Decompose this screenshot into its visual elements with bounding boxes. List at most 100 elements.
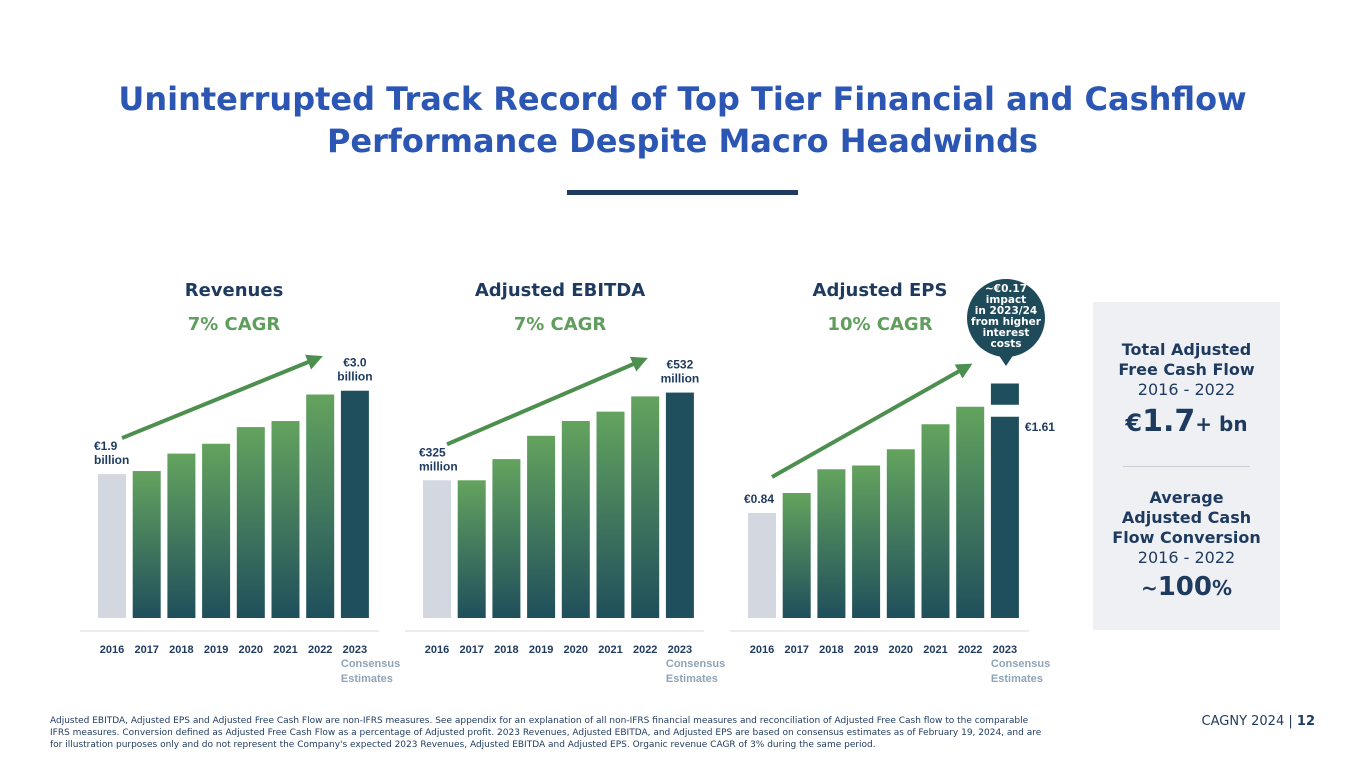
conv-value-block: ~100% bbox=[1093, 572, 1280, 602]
start-label: €325 bbox=[419, 445, 446, 459]
end-label: €3.0 bbox=[343, 356, 367, 370]
conv-prefix: ~ bbox=[1140, 576, 1158, 600]
consensus-label: Consensus bbox=[666, 658, 725, 670]
x-tick-2021: 2021 bbox=[598, 644, 622, 656]
kpi-divider bbox=[1123, 466, 1250, 467]
footnote: Adjusted EBITDA, Adjusted EPS and Adjust… bbox=[50, 715, 1095, 751]
callout-bubble bbox=[967, 279, 1045, 366]
x-tick-2020: 2020 bbox=[239, 644, 263, 656]
bar-2022 bbox=[956, 406, 985, 618]
ebitda-title: Adjusted EBITDA bbox=[474, 280, 646, 301]
bar-2020 bbox=[561, 420, 590, 618]
revenues-cagr: 7% CAGR bbox=[187, 314, 281, 335]
x-tick-2021: 2021 bbox=[273, 644, 297, 656]
bar-2018 bbox=[167, 453, 196, 618]
x-tick-2016: 2016 bbox=[750, 644, 774, 656]
x-tick-2018: 2018 bbox=[819, 644, 843, 656]
footnote-line-3: for illustration purposes only and do no… bbox=[50, 740, 876, 750]
x-tick-2016: 2016 bbox=[100, 644, 124, 656]
revenues-title: Revenues bbox=[184, 280, 284, 301]
bar-2017 bbox=[457, 480, 486, 618]
eps-chart: 2016 2017 2018 2019 2020 2021 2022 2023 €0.84 €1.… bbox=[730, 363, 1055, 685]
bar-2022 bbox=[631, 396, 660, 618]
page-title-line-1: Uninterrupted Track Record of Top Tier F… bbox=[118, 80, 1247, 118]
consensus-label: Estimates bbox=[666, 673, 718, 685]
start-label: million bbox=[419, 459, 458, 473]
fcf-value-block: €1.7+ bn bbox=[1093, 404, 1280, 439]
bar-2019 bbox=[852, 465, 881, 618]
trend-arrow bbox=[121, 354, 323, 440]
bar-2021 bbox=[596, 411, 625, 618]
bar-2019 bbox=[527, 435, 556, 618]
ebitda-heading: Adjusted EBITDA 7% CAGR bbox=[460, 280, 660, 335]
x-tick-2023: 2023 bbox=[668, 644, 692, 656]
callout-line-2: impact bbox=[985, 294, 1027, 306]
page-number: 12 bbox=[1296, 714, 1315, 729]
consensus-label: Estimates bbox=[341, 673, 393, 685]
start-label: €1.9 bbox=[94, 439, 118, 453]
bar-2023 bbox=[340, 390, 369, 618]
x-tick-2018: 2018 bbox=[494, 644, 518, 656]
end-label: €1.61 bbox=[1025, 420, 1055, 434]
bar-2020 bbox=[236, 427, 265, 618]
bar-2023 bbox=[990, 416, 1019, 618]
footnote-line-2: IFRS measures. Conversion defined as Adj… bbox=[50, 728, 1042, 738]
impact-bar-segment bbox=[990, 383, 1019, 405]
x-tick-2019: 2019 bbox=[529, 644, 553, 656]
revenues-heading: Revenues 7% CAGR bbox=[134, 280, 334, 335]
x-tick-2022: 2022 bbox=[958, 644, 982, 656]
x-tick-2016: 2016 bbox=[425, 644, 449, 656]
interest-impact-callout: ~€0.17 impact in 2023/24 from higher int… bbox=[960, 278, 1052, 370]
x-tick-2019: 2019 bbox=[204, 644, 228, 656]
bar-2020 bbox=[886, 449, 915, 618]
bar-2017 bbox=[782, 493, 811, 618]
ebitda-chart: 2016 2017 2018 2019 2020 2021 2022 2023€325mill… bbox=[405, 356, 725, 685]
bar-2016 bbox=[748, 513, 776, 618]
bar-2019 bbox=[202, 443, 231, 618]
callout-line-5: interest bbox=[982, 327, 1030, 339]
conv-period: 2016 - 2022 bbox=[1137, 548, 1236, 567]
fcf-period: 2016 - 2022 bbox=[1137, 380, 1236, 399]
bar-2022 bbox=[306, 394, 335, 618]
bar-2018 bbox=[817, 469, 846, 618]
callout-line-1: ~€0.17 bbox=[984, 283, 1027, 295]
x-tick-2023: 2023 bbox=[993, 644, 1017, 656]
callout-line-6: costs bbox=[990, 338, 1022, 350]
start-label: €0.84 bbox=[744, 492, 774, 506]
x-tick-2021: 2021 bbox=[923, 644, 947, 656]
callout-line-4: from higher bbox=[971, 316, 1041, 328]
page-footer: CAGNY 2024 | 12 bbox=[1202, 714, 1315, 729]
bar-2018 bbox=[492, 459, 521, 618]
consensus-label: Consensus bbox=[341, 658, 400, 670]
footer-separator: | bbox=[1288, 714, 1293, 729]
x-tick-2019: 2019 bbox=[854, 644, 878, 656]
x-tick-2018: 2018 bbox=[169, 644, 193, 656]
eps-title: Adjusted EPS bbox=[812, 280, 948, 301]
trend-arrow bbox=[771, 363, 973, 479]
page-title-line-2: Performance Despite Macro Headwinds bbox=[326, 122, 1039, 160]
callout-text: ~€0.17 impact in 2023/24 from higher int… bbox=[968, 284, 1044, 350]
bar-2021 bbox=[271, 421, 300, 618]
fcf-title-line-1: Total Adjusted bbox=[1121, 340, 1252, 359]
x-tick-2023: 2023 bbox=[343, 644, 367, 656]
conv-suffix: % bbox=[1212, 576, 1233, 600]
bar-2017 bbox=[132, 471, 161, 618]
ebitda-cagr: 7% CAGR bbox=[513, 314, 607, 335]
start-label: billion bbox=[94, 453, 129, 467]
fcf-prefix: € bbox=[1125, 409, 1143, 437]
footer-label: CAGNY 2024 bbox=[1201, 714, 1285, 729]
consensus-label: Estimates bbox=[991, 673, 1043, 685]
conv-title-line-3: Flow Conversion bbox=[1112, 528, 1261, 547]
bar-2016 bbox=[423, 480, 451, 618]
conv-title-line-1: Average bbox=[1149, 488, 1224, 507]
x-tick-2022: 2022 bbox=[308, 644, 332, 656]
eps-cagr: 10% CAGR bbox=[827, 314, 933, 335]
x-tick-2017: 2017 bbox=[134, 644, 158, 656]
title-underline bbox=[567, 190, 798, 195]
end-label: €532 bbox=[667, 358, 694, 372]
bar-2023 bbox=[665, 392, 694, 618]
consensus-label: Consensus bbox=[991, 658, 1050, 670]
x-tick-2017: 2017 bbox=[784, 644, 808, 656]
fcf-value: 1.7 bbox=[1142, 404, 1196, 439]
kpi-panel: Total Adjusted Free Cash Flow 2016 - 202… bbox=[1093, 302, 1280, 630]
